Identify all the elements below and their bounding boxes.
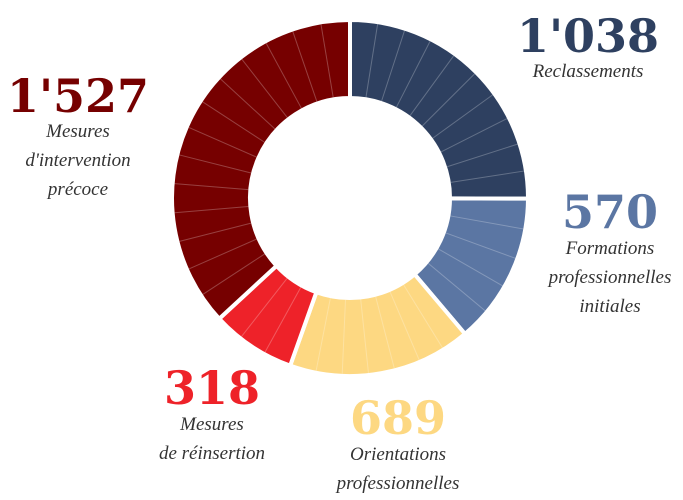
category-line: Formations xyxy=(565,238,655,259)
slice-divider xyxy=(241,58,288,118)
slice-divider xyxy=(395,41,431,108)
slice-divider xyxy=(202,253,265,295)
category-line: Mesures xyxy=(45,121,110,142)
donut-slice xyxy=(170,17,352,322)
slice-divider xyxy=(427,262,486,312)
category-label: Mesures d'intervention précoce xyxy=(25,121,130,200)
slice-divider xyxy=(292,31,318,102)
category-line: d'intervention xyxy=(25,150,130,171)
slice-divider xyxy=(174,206,249,214)
category-line: de réinsertion xyxy=(159,443,265,464)
slice-divider xyxy=(450,215,524,230)
category-line: initiales xyxy=(579,296,640,317)
slice-divider xyxy=(381,30,405,102)
slice-divider xyxy=(389,291,420,361)
slice-divider xyxy=(174,183,249,191)
category-label: Mesures de réinsertion xyxy=(159,414,265,464)
category-line: professionnelles xyxy=(547,267,672,288)
slice-divider xyxy=(403,284,443,349)
value-label: 1'527 xyxy=(7,69,149,123)
slice-divider xyxy=(188,126,257,158)
slice-divider xyxy=(220,78,276,130)
slice-divider xyxy=(440,118,508,153)
slice-divider xyxy=(360,299,369,374)
donut-slice xyxy=(348,17,530,201)
slice-divider xyxy=(202,101,265,143)
slice-divider xyxy=(241,277,288,337)
slice-divider xyxy=(179,154,252,174)
category-line: Mesures xyxy=(179,414,244,435)
slice-divider xyxy=(265,43,302,109)
category-label: Orientations professionnelles xyxy=(335,444,460,494)
slice-divider xyxy=(341,299,346,374)
category-line: professionnelles xyxy=(335,473,460,494)
slice-divider xyxy=(445,232,516,259)
slice-divider xyxy=(438,248,503,287)
value-label: 318 xyxy=(164,361,260,415)
value-label: 689 xyxy=(350,391,446,445)
value-label: 570 xyxy=(562,185,658,239)
slice-divider xyxy=(179,222,252,242)
slice-divider xyxy=(421,73,476,127)
category-label: Formations professionnelles initiales xyxy=(547,238,672,317)
category-line: Orientations xyxy=(350,444,446,465)
slice-divider xyxy=(264,287,302,353)
category-line: Reclassements xyxy=(532,61,644,82)
slice-divider xyxy=(365,24,379,98)
category-line: précoce xyxy=(46,179,108,200)
slice-divider xyxy=(450,170,525,183)
slice-divider xyxy=(446,143,518,168)
slice-divider xyxy=(188,238,257,270)
slice-divider xyxy=(320,24,334,98)
slice-divider xyxy=(432,94,493,139)
category-label: Reclassements xyxy=(532,61,644,82)
slice-divider xyxy=(409,55,455,116)
slice-divider xyxy=(375,296,395,369)
value-label: 1'038 xyxy=(517,9,659,63)
slice-divider xyxy=(315,297,331,371)
